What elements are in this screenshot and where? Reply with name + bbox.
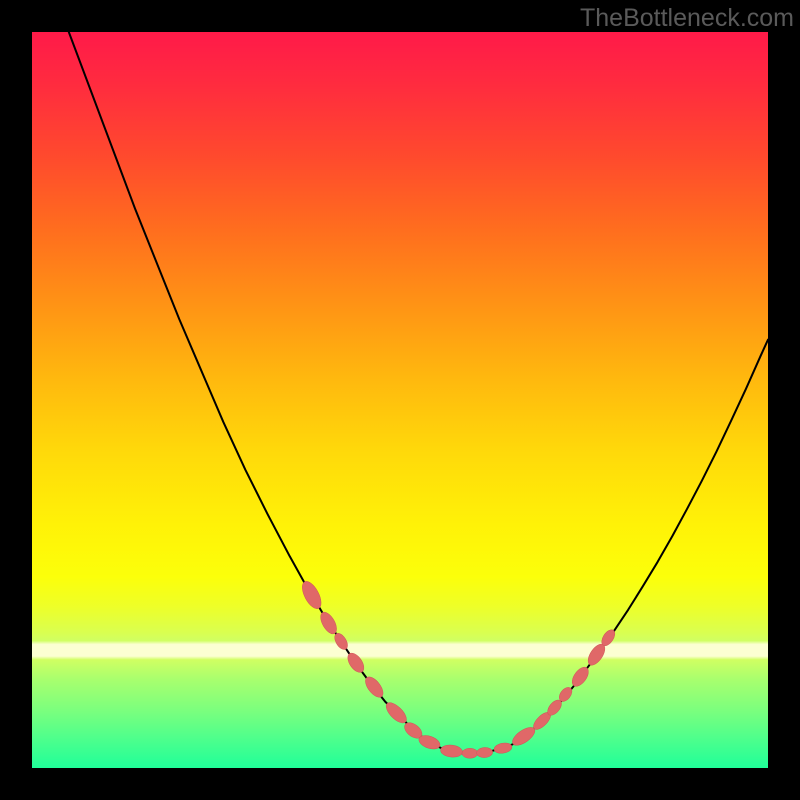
gradient-background bbox=[32, 32, 768, 768]
plot-area bbox=[32, 32, 768, 768]
bottleneck-curve-chart bbox=[32, 32, 768, 768]
watermark-text: TheBottleneck.com bbox=[580, 4, 794, 33]
highlight-marker bbox=[462, 748, 478, 758]
chart-container: TheBottleneck.com bbox=[0, 0, 800, 800]
